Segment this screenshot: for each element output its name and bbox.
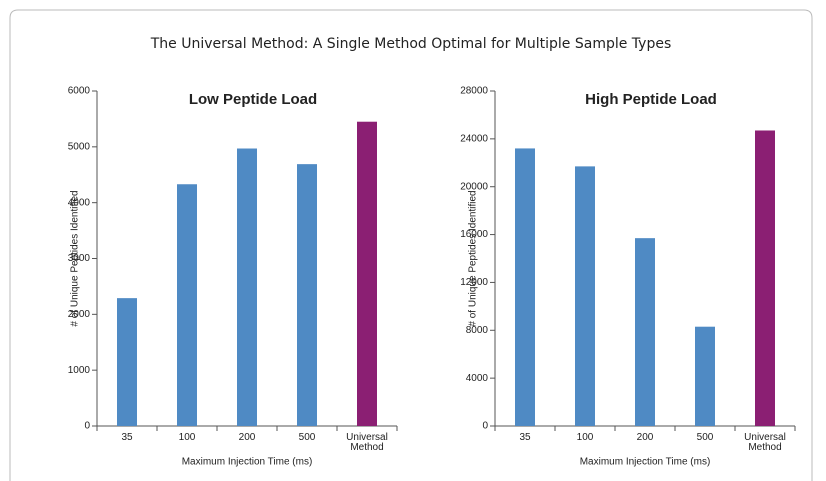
y-tick-label: 6000 xyxy=(68,86,91,97)
bar xyxy=(755,130,775,426)
x-axis-label: Maximum Injection Time (ms) xyxy=(580,457,711,468)
y-axis-label: # of Unique Peptides Identified xyxy=(468,190,479,326)
y-axis-label: # of Unique Peptides Identified xyxy=(70,190,81,326)
bar xyxy=(177,184,197,426)
chart-title: High Peptide Load xyxy=(585,91,717,108)
x-tick-label: Universal Method xyxy=(346,432,388,453)
bar xyxy=(297,164,317,426)
x-tick-label: 35 xyxy=(519,432,531,443)
x-tick-label: Universal Method xyxy=(744,432,786,453)
bar xyxy=(357,121,377,426)
x-tick-label: 35 xyxy=(121,432,133,443)
y-tick-label: 28000 xyxy=(460,86,488,97)
panel-border xyxy=(9,9,813,481)
bar xyxy=(575,166,595,426)
x-tick-label: 500 xyxy=(697,432,714,443)
bar xyxy=(237,148,257,426)
x-tick-label: 200 xyxy=(637,432,654,443)
y-tick-label: 5000 xyxy=(68,141,91,152)
x-tick-label: 100 xyxy=(577,432,594,443)
y-tick-label: 16000 xyxy=(460,229,488,240)
y-tick-label: 3000 xyxy=(68,253,91,264)
y-tick-label: 0 xyxy=(482,421,488,432)
y-tick-label: 4000 xyxy=(68,197,91,208)
y-tick-label: 24000 xyxy=(460,133,488,144)
x-tick-label: 100 xyxy=(179,432,196,443)
y-tick-label: 2000 xyxy=(68,309,91,320)
y-tick-label: 0 xyxy=(84,421,90,432)
y-tick-label: 20000 xyxy=(460,181,488,192)
bar xyxy=(117,298,137,426)
chart-title: Low Peptide Load xyxy=(189,91,317,108)
x-tick-label: 500 xyxy=(299,432,316,443)
bar xyxy=(515,148,535,426)
y-tick-label: 8000 xyxy=(466,325,489,336)
x-tick-label: 200 xyxy=(239,432,256,443)
bar xyxy=(635,238,655,426)
bar xyxy=(695,326,715,426)
y-tick-label: 12000 xyxy=(460,277,488,288)
y-tick-label: 4000 xyxy=(466,373,489,384)
page-title: The Universal Method: A Single Method Op… xyxy=(150,36,672,52)
x-axis-label: Maximum Injection Time (ms) xyxy=(182,457,313,468)
y-tick-label: 1000 xyxy=(68,365,91,376)
